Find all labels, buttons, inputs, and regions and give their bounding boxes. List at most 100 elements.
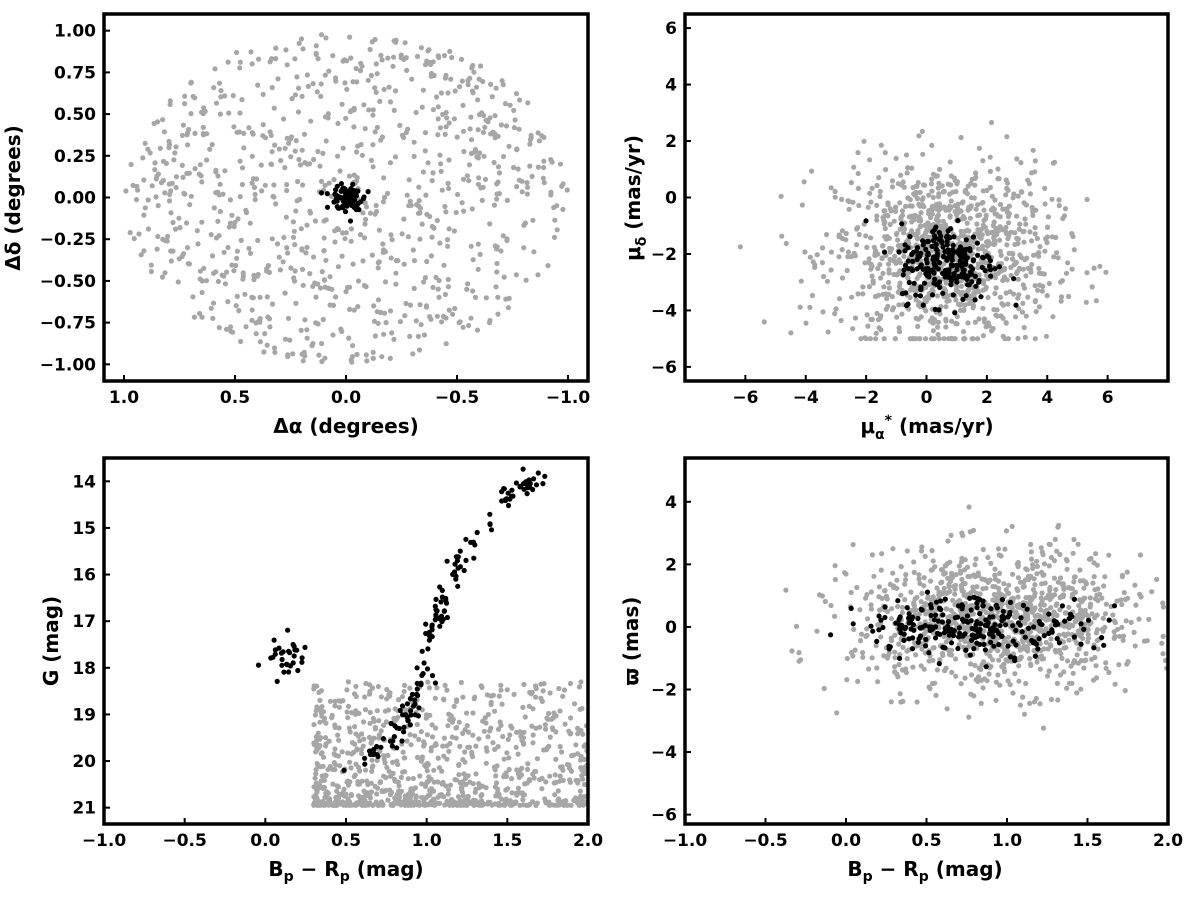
field-point	[973, 170, 979, 176]
field-point	[1023, 644, 1029, 650]
field-point	[1101, 583, 1107, 589]
member-point	[527, 484, 533, 490]
field-point	[898, 699, 904, 705]
field-point	[304, 222, 310, 228]
field-point	[1066, 637, 1072, 643]
field-point	[958, 681, 964, 687]
field-point	[1054, 250, 1060, 256]
field-point	[981, 319, 988, 325]
member-point	[401, 724, 407, 731]
field-point	[869, 655, 875, 661]
field-point	[1084, 196, 1090, 203]
field-point	[893, 231, 900, 237]
field-point	[438, 161, 444, 167]
field-point	[899, 311, 905, 317]
field-point	[448, 713, 454, 719]
field-point	[321, 248, 327, 254]
field-point	[317, 285, 324, 291]
field-point	[296, 156, 302, 163]
field-point	[1071, 579, 1077, 585]
member-point	[350, 181, 356, 187]
member-point	[380, 736, 386, 742]
field-point	[475, 127, 481, 133]
field-point	[954, 314, 960, 320]
field-point	[929, 211, 935, 217]
field-point	[1032, 299, 1038, 305]
field-point	[459, 785, 465, 791]
field-point	[566, 728, 572, 734]
field-point	[254, 176, 260, 182]
field-point	[525, 802, 531, 808]
field-point	[155, 203, 161, 209]
field-point	[555, 788, 561, 794]
field-point	[332, 239, 338, 245]
field-point	[1047, 587, 1053, 593]
member-point	[899, 221, 905, 227]
field-point	[992, 638, 998, 644]
field-point	[996, 176, 1002, 182]
field-point	[919, 202, 926, 208]
y-tick-label: −6	[651, 806, 677, 826]
field-point	[351, 749, 357, 756]
field-point	[360, 719, 367, 725]
field-point	[851, 626, 857, 633]
field-point	[388, 789, 395, 795]
field-point	[386, 768, 392, 774]
field-point	[1194, 644, 1199, 649]
field-point	[880, 270, 886, 276]
field-point	[215, 278, 221, 285]
field-point	[869, 552, 876, 558]
field-point	[249, 307, 255, 313]
member-point	[1000, 614, 1006, 620]
member-point	[531, 476, 537, 482]
field-point	[330, 332, 336, 338]
member-point	[291, 643, 297, 649]
field-point	[1023, 595, 1029, 601]
field-point	[395, 800, 401, 807]
field-point	[257, 339, 263, 345]
field-point	[907, 294, 913, 301]
field-point	[543, 726, 549, 732]
field-point	[1028, 662, 1034, 669]
field-point	[561, 802, 567, 808]
field-point	[902, 581, 908, 587]
field-point	[203, 278, 210, 284]
field-point	[1088, 555, 1094, 562]
field-point	[887, 206, 893, 212]
member-point	[272, 651, 278, 657]
field-point	[535, 272, 541, 278]
field-point	[425, 48, 431, 54]
field-point	[949, 318, 955, 324]
field-point	[162, 190, 168, 196]
field-point	[878, 142, 884, 148]
member-point	[960, 296, 966, 302]
field-point	[1017, 702, 1024, 708]
field-point	[917, 336, 923, 342]
field-point	[761, 319, 767, 325]
member-point	[937, 606, 943, 612]
field-point	[839, 235, 846, 242]
field-point	[473, 743, 479, 749]
field-point	[288, 265, 294, 271]
field-point	[374, 791, 380, 797]
field-point	[226, 224, 232, 230]
member-point	[956, 625, 963, 631]
field-point	[1093, 551, 1099, 557]
field-point	[460, 128, 467, 134]
field-point	[433, 741, 439, 747]
member-point	[908, 626, 914, 632]
field-point	[361, 102, 367, 108]
field-point	[1043, 236, 1049, 242]
field-point	[978, 615, 985, 621]
field-point	[845, 198, 851, 204]
field-point	[321, 777, 328, 783]
field-point	[1023, 313, 1029, 319]
member-point	[870, 628, 876, 634]
member-point	[1007, 612, 1013, 618]
field-point	[995, 166, 1001, 172]
field-point	[466, 162, 473, 168]
field-point	[838, 317, 844, 324]
field-point	[1020, 694, 1026, 700]
field-point	[521, 729, 527, 735]
field-point	[855, 291, 861, 297]
